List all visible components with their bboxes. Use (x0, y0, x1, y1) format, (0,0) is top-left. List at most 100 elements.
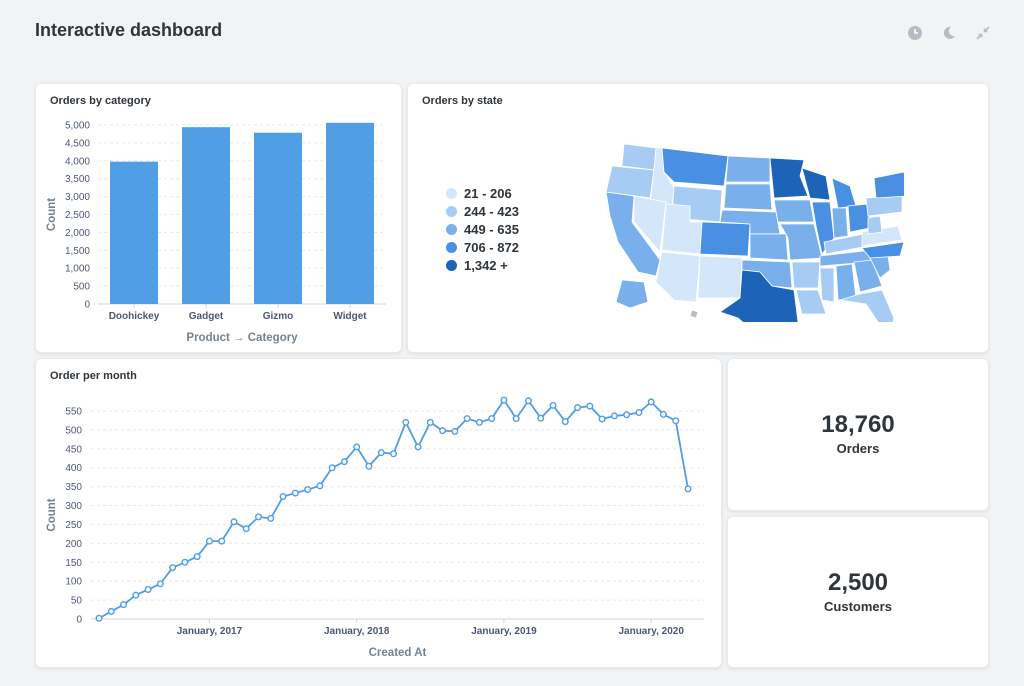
state-north-carolina[interactable] (861, 241, 904, 259)
orders-scalar-card[interactable]: 18,760 Orders (727, 358, 989, 511)
state-colorado[interactable] (699, 221, 751, 257)
data-point[interactable] (193, 553, 201, 561)
data-point[interactable] (463, 415, 471, 423)
state-kansas[interactable] (749, 233, 789, 261)
data-point[interactable] (218, 537, 226, 545)
data-point[interactable] (242, 525, 250, 533)
data-point[interactable] (340, 458, 348, 466)
data-point[interactable] (365, 462, 373, 470)
bar[interactable] (326, 122, 374, 305)
state-west-virginia[interactable] (867, 215, 883, 235)
data-point[interactable] (500, 396, 508, 404)
data-point[interactable] (328, 464, 336, 472)
state-nevada[interactable] (633, 195, 667, 253)
data-point[interactable] (598, 415, 606, 423)
state-hawaii[interactable] (689, 309, 699, 319)
data-point[interactable] (316, 482, 324, 490)
data-point[interactable] (304, 486, 312, 494)
state-montana[interactable] (661, 147, 729, 187)
data-point[interactable] (439, 427, 447, 435)
data-point[interactable] (181, 558, 189, 566)
state-washington[interactable] (621, 143, 657, 171)
data-point[interactable] (353, 443, 361, 451)
header-actions (906, 24, 992, 42)
data-point[interactable] (107, 607, 115, 615)
state-arizona[interactable] (655, 251, 701, 303)
state-minnesota[interactable] (769, 157, 809, 199)
data-point[interactable] (156, 580, 164, 588)
data-point[interactable] (267, 514, 275, 522)
data-point[interactable] (623, 411, 631, 419)
legend-label: 1,342 + (464, 257, 508, 273)
data-point[interactable] (672, 417, 680, 425)
moon-icon[interactable] (940, 24, 958, 42)
data-point[interactable] (512, 415, 520, 423)
state-mississippi[interactable] (819, 267, 835, 303)
state-new-mexico[interactable] (697, 255, 743, 299)
data-point[interactable] (377, 449, 385, 457)
data-point[interactable] (255, 513, 263, 521)
clock-icon[interactable] (906, 24, 924, 42)
state-michigan[interactable] (831, 177, 857, 209)
data-point[interactable] (451, 427, 459, 435)
data-point[interactable] (610, 412, 618, 420)
state-texas[interactable] (719, 269, 799, 322)
y-tick-label: 550 (65, 407, 82, 418)
state-california[interactable] (605, 191, 661, 277)
data-point[interactable] (402, 418, 410, 426)
x-tick-label: January, 2018 (324, 626, 390, 637)
y-tick-label: 0 (84, 300, 90, 311)
bar-chart: 0 500 1,000 1,500 2,000 2,500 3,000 3,500 4,000 4… (46, 121, 386, 344)
data-point[interactable] (537, 414, 545, 422)
collapse-icon[interactable] (974, 24, 992, 42)
state-iowa[interactable] (773, 199, 815, 223)
data-point[interactable] (647, 398, 655, 406)
state-missouri[interactable] (779, 223, 823, 261)
bar[interactable] (110, 161, 158, 304)
state-louisiana[interactable] (795, 289, 827, 315)
data-point[interactable] (475, 418, 483, 426)
data-point[interactable] (488, 415, 496, 423)
state-kentucky[interactable] (823, 233, 869, 255)
state-florida[interactable] (839, 289, 895, 322)
state-south-dakota[interactable] (723, 183, 773, 211)
x-tick-label: Widget (333, 311, 367, 322)
state-pennsylvania[interactable] (865, 195, 903, 217)
state-arkansas[interactable] (791, 261, 821, 289)
data-point[interactable] (144, 586, 152, 594)
data-point[interactable] (95, 614, 103, 622)
state-alabama[interactable] (835, 263, 857, 301)
data-point[interactable] (586, 402, 594, 410)
data-point[interactable] (230, 518, 238, 526)
data-point[interactable] (549, 401, 557, 409)
y-tick-label: 0 (76, 615, 82, 626)
data-point[interactable] (561, 418, 569, 426)
state-indiana[interactable] (831, 207, 849, 239)
customers-scalar-card[interactable]: 2,500 Customers (727, 516, 989, 668)
data-point[interactable] (279, 492, 287, 500)
data-point[interactable] (426, 418, 434, 426)
state-ohio[interactable] (847, 203, 871, 233)
customers-label: Customers (824, 599, 892, 614)
data-point[interactable] (659, 410, 667, 418)
legend-label: 706 - 872 (464, 239, 519, 255)
bar[interactable] (182, 127, 230, 304)
line-chart: 0 50 100 150 200 250 300 350 400 450 500 550 January… (46, 396, 704, 659)
data-point[interactable] (414, 443, 422, 451)
bar[interactable] (254, 132, 302, 304)
state-north-dakota[interactable] (725, 155, 771, 183)
data-point[interactable] (390, 450, 398, 458)
state-alaska[interactable] (615, 279, 649, 309)
data-point[interactable] (291, 489, 299, 497)
data-point[interactable] (205, 537, 213, 545)
state-new-york[interactable] (873, 171, 904, 199)
data-point[interactable] (635, 409, 643, 417)
data-point[interactable] (684, 485, 692, 493)
data-point[interactable] (169, 564, 177, 572)
state-oregon[interactable] (605, 165, 655, 199)
data-point[interactable] (132, 591, 140, 599)
data-point[interactable] (120, 601, 128, 609)
data-point[interactable] (524, 397, 532, 405)
state-wisconsin[interactable] (801, 167, 831, 201)
data-point[interactable] (574, 404, 582, 412)
